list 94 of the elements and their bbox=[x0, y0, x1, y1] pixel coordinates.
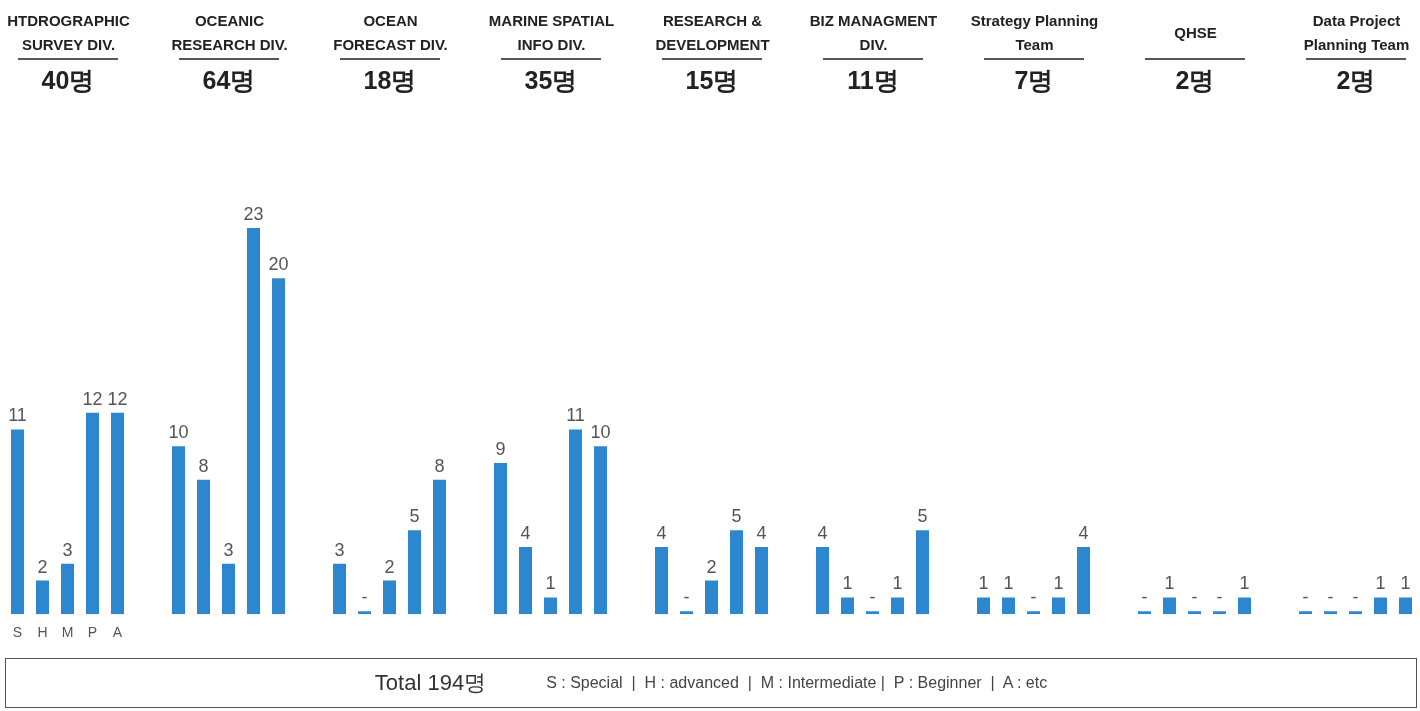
bar bbox=[680, 611, 693, 615]
chart-title: RESEARCH & DEVELOPMENT bbox=[654, 11, 771, 55]
data-label: 4 bbox=[656, 523, 667, 543]
bar bbox=[655, 547, 668, 615]
chart-subtitle: 64명 bbox=[179, 58, 279, 97]
data-label: 20 bbox=[268, 254, 289, 275]
bar bbox=[755, 547, 768, 615]
bar bbox=[730, 530, 743, 615]
bar bbox=[197, 479, 210, 615]
bar bbox=[11, 429, 24, 615]
x-tick-label: P bbox=[87, 624, 98, 641]
bar bbox=[222, 563, 235, 615]
data-label: 4 bbox=[817, 523, 828, 543]
data-label: - bbox=[683, 587, 690, 608]
data-label: - bbox=[1141, 587, 1148, 608]
data-label: 1 bbox=[1400, 573, 1411, 594]
data-label: 1 bbox=[892, 573, 903, 594]
data-label: 8 bbox=[434, 455, 445, 476]
bar bbox=[86, 412, 99, 615]
x-tick-label: A bbox=[112, 624, 123, 641]
data-label: 10 bbox=[168, 422, 189, 443]
chart-title: Strategy Planning Team bbox=[969, 11, 1100, 55]
bar bbox=[408, 530, 421, 615]
bar bbox=[569, 429, 582, 615]
chart-subtitle: 15명 bbox=[662, 58, 762, 97]
chart-title: QHSE bbox=[1173, 23, 1218, 43]
data-label: 5 bbox=[731, 506, 742, 527]
data-label: 1 bbox=[1003, 573, 1014, 594]
data-label: - bbox=[1216, 587, 1223, 608]
data-label: 3 bbox=[62, 539, 73, 560]
bar bbox=[519, 547, 532, 615]
chart-subtitle: 7명 bbox=[984, 58, 1084, 97]
bar bbox=[494, 463, 507, 615]
text: S : Special | H : advanced | M : Intermediate | P : Beginner | A : etc bbox=[546, 674, 1048, 692]
x-tick-label: H bbox=[37, 624, 48, 641]
data-label: - bbox=[1030, 587, 1037, 608]
data-label: 1 bbox=[842, 573, 853, 594]
bar bbox=[111, 412, 124, 615]
chart-subtitle: 2명 bbox=[1145, 58, 1245, 97]
data-label: 4 bbox=[756, 523, 767, 543]
data-label: - bbox=[1191, 587, 1198, 608]
x-tick-label: S bbox=[12, 624, 23, 641]
data-label: 1 bbox=[1053, 573, 1064, 594]
data-label: 9 bbox=[495, 439, 506, 460]
chart-title: MARINE SPATIAL INFO DIV. bbox=[487, 11, 616, 55]
data-label: 4 bbox=[520, 523, 531, 543]
data-label: 11 bbox=[566, 405, 585, 426]
data-label: 2 bbox=[384, 556, 395, 577]
data-label: 11 bbox=[8, 405, 27, 426]
chart-subtitle: 35명 bbox=[501, 58, 601, 97]
data-label: 1 bbox=[978, 573, 989, 594]
text: Total 194명 bbox=[374, 669, 487, 697]
chart-subtitle: 2명 bbox=[1306, 58, 1406, 97]
data-label: - bbox=[1327, 587, 1334, 608]
chart-subtitle: 11명 bbox=[823, 58, 923, 97]
data-label: 3 bbox=[334, 539, 345, 560]
data-label: 10 bbox=[590, 422, 611, 443]
bar bbox=[705, 580, 718, 615]
chart-title: Data Project Planning Team bbox=[1302, 11, 1411, 55]
bar bbox=[36, 580, 49, 615]
data-label: 5 bbox=[409, 506, 420, 527]
data-label: - bbox=[1302, 587, 1309, 608]
chart-title: OCEAN FORECAST DIV. bbox=[332, 11, 449, 55]
bar bbox=[61, 563, 74, 615]
chart-subtitle: 40명 bbox=[18, 58, 118, 97]
data-label: 4 bbox=[1078, 523, 1089, 543]
chart-title: OCEANIC RESEARCH DIV. bbox=[170, 11, 289, 55]
data-label: 5 bbox=[917, 506, 928, 527]
data-label: 2 bbox=[706, 556, 717, 577]
data-label: 1 bbox=[1239, 573, 1250, 594]
data-label: 12 bbox=[107, 388, 128, 409]
data-label: - bbox=[361, 587, 368, 608]
data-label: 3 bbox=[223, 539, 234, 560]
bar bbox=[333, 563, 346, 615]
data-label: 2 bbox=[37, 556, 48, 577]
data-label: 23 bbox=[243, 203, 264, 224]
data-label: - bbox=[1352, 587, 1359, 608]
bar bbox=[172, 446, 185, 615]
data-label: 1 bbox=[545, 573, 556, 594]
data-label: - bbox=[869, 587, 876, 608]
bar bbox=[544, 597, 557, 615]
bar bbox=[272, 278, 285, 615]
data-label: 12 bbox=[82, 388, 103, 409]
chart-title: BIZ MANAGMENT DIV. bbox=[808, 11, 939, 55]
chart-title: HTDROGRAPHIC SURVEY DIV. bbox=[6, 11, 131, 55]
x-tick-label: M bbox=[61, 624, 74, 641]
data-label: 1 bbox=[1164, 573, 1175, 594]
bar bbox=[383, 580, 396, 615]
bar bbox=[433, 479, 446, 615]
chart-subtitle: 18명 bbox=[340, 58, 440, 97]
bar bbox=[594, 446, 607, 615]
data-label: 8 bbox=[198, 455, 209, 476]
bar bbox=[247, 228, 260, 615]
data-label: 1 bbox=[1375, 573, 1386, 594]
